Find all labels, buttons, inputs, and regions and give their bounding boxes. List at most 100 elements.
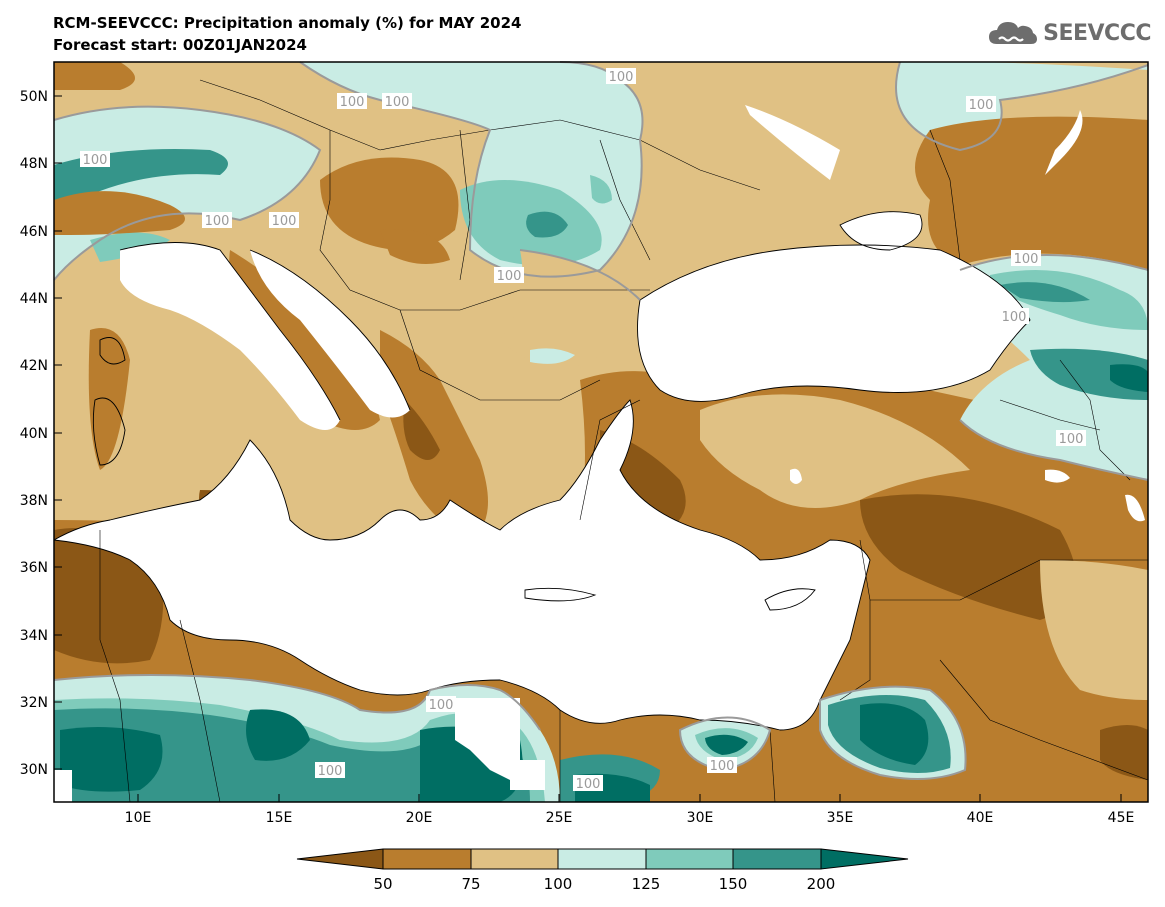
lon-tick: 20E bbox=[406, 794, 433, 826]
svg-text:34N: 34N bbox=[20, 628, 48, 644]
contour-label: 100 bbox=[1011, 250, 1041, 267]
svg-text:100: 100 bbox=[969, 98, 994, 113]
colorbar-label: 200 bbox=[807, 875, 836, 893]
svg-text:100: 100 bbox=[1002, 310, 1027, 325]
svg-text:42N: 42N bbox=[20, 358, 48, 374]
colorbar-segment-75-100 bbox=[470, 848, 559, 870]
lon-tick: 45E bbox=[1108, 794, 1135, 826]
field-50-75 bbox=[380, 330, 488, 540]
lon-tick: 40E bbox=[967, 794, 993, 826]
svg-text:20E: 20E bbox=[406, 810, 433, 826]
svg-text:35E: 35E bbox=[827, 810, 854, 826]
field-above-200 bbox=[705, 734, 748, 755]
field-50-75 bbox=[320, 157, 459, 250]
svg-text:100: 100 bbox=[318, 764, 343, 779]
lat-tick: 42N bbox=[20, 358, 62, 374]
svg-text:100: 100 bbox=[1014, 252, 1039, 267]
seevccc-logo: SEEVCCC bbox=[987, 18, 1151, 48]
field-50-75 bbox=[229, 250, 380, 430]
contour-labels: 100 100 100 100 100 100 100 100 100 100 … bbox=[80, 68, 1086, 792]
colorbar-label: 125 bbox=[632, 875, 661, 893]
contour-label: 100 bbox=[573, 775, 603, 792]
field-75-100 bbox=[1040, 560, 1148, 700]
contour-label: 100 bbox=[337, 93, 367, 110]
field-above-200 bbox=[1110, 364, 1148, 392]
svg-text:100: 100 bbox=[497, 269, 522, 284]
contour-label: 100 bbox=[315, 762, 345, 779]
colorbar-label: 100 bbox=[544, 875, 573, 893]
logo-text: SEEVCCC bbox=[1043, 20, 1151, 46]
svg-text:38N: 38N bbox=[20, 493, 48, 509]
lat-tick: 30N bbox=[20, 762, 62, 778]
field-100-125 bbox=[54, 106, 320, 281]
svg-text:100: 100 bbox=[83, 153, 108, 168]
contour-label: 100 bbox=[966, 96, 996, 113]
country-borders bbox=[99, 79, 1149, 803]
svg-text:15E: 15E bbox=[266, 810, 293, 826]
svg-text:100: 100 bbox=[429, 698, 454, 713]
svg-text:46N: 46N bbox=[20, 224, 48, 240]
colorbar-segment-above-200 bbox=[820, 848, 909, 870]
lon-tick: 25E bbox=[546, 794, 573, 826]
field-50-75 bbox=[54, 62, 135, 90]
sea-mask bbox=[54, 105, 1145, 802]
svg-text:25E: 25E bbox=[546, 810, 573, 826]
field-below-50 bbox=[403, 400, 440, 460]
field-150-200 bbox=[526, 211, 568, 238]
svg-text:48N: 48N bbox=[20, 156, 48, 172]
lon-tick: 35E bbox=[827, 794, 854, 826]
field-above-200 bbox=[60, 726, 163, 792]
lat-tick: 38N bbox=[20, 493, 62, 509]
svg-text:100: 100 bbox=[1059, 432, 1084, 447]
contour-label: 100 bbox=[999, 308, 1029, 325]
cloud-icon bbox=[989, 22, 1038, 44]
chart-title: RCM-SEEVCCC: Precipitation anomaly (%) f… bbox=[53, 14, 522, 32]
lon-axis: 10E 15E 20E 25E 30E 35E 40E 45E bbox=[125, 794, 1135, 826]
contour-label: 100 bbox=[606, 68, 636, 85]
svg-text:100: 100 bbox=[385, 95, 410, 110]
lat-tick: 48N bbox=[20, 156, 62, 172]
contour-label: 100 bbox=[382, 93, 412, 110]
colorbar-segment-100-125 bbox=[557, 848, 647, 870]
lon-tick: 10E bbox=[125, 794, 152, 826]
field-below-50 bbox=[860, 494, 1076, 620]
contour-label: 100 bbox=[80, 151, 110, 168]
svg-text:100: 100 bbox=[340, 95, 365, 110]
lat-tick: 36N bbox=[20, 560, 62, 576]
field-150-200 bbox=[1030, 348, 1148, 400]
forecast-start: Forecast start: 00Z01JAN2024 bbox=[53, 36, 307, 54]
colorbar-segment-below-50 bbox=[296, 848, 384, 870]
contour-label: 100 bbox=[202, 212, 232, 229]
coastlines bbox=[53, 211, 1031, 731]
contour-label: 100 bbox=[1056, 430, 1086, 447]
colorbar-segment-150-200 bbox=[732, 848, 822, 870]
lat-tick: 50N bbox=[20, 89, 62, 105]
lon-tick: 15E bbox=[266, 794, 293, 826]
lat-tick: 34N bbox=[20, 628, 62, 644]
lon-tick: 30E bbox=[687, 794, 713, 826]
field-100-125 bbox=[54, 62, 1148, 150]
colorbar-label: 150 bbox=[719, 875, 748, 893]
lat-tick: 40N bbox=[20, 426, 62, 442]
colorbar-label: 50 bbox=[373, 875, 392, 893]
contour-label: 100 bbox=[426, 696, 456, 713]
field-above-200 bbox=[246, 709, 310, 761]
svg-text:45E: 45E bbox=[1108, 810, 1135, 826]
svg-text:50N: 50N bbox=[20, 89, 48, 105]
field-50-75 bbox=[915, 116, 1148, 271]
field-50-75 bbox=[54, 191, 185, 235]
colorbar-segment-125-150 bbox=[645, 848, 734, 870]
field-50-75 bbox=[88, 328, 130, 470]
lat-tick: 46N bbox=[20, 224, 62, 240]
svg-text:10E: 10E bbox=[125, 810, 152, 826]
svg-text:100: 100 bbox=[205, 214, 230, 229]
lat-axis: 50N 48N 46N 44N 42N 40N 38N 36N 34N 32N … bbox=[20, 89, 62, 778]
lat-tick: 32N bbox=[20, 695, 62, 711]
colorbar: 50 75 100 125 150 200 bbox=[296, 848, 909, 893]
field-75-100 bbox=[700, 394, 970, 508]
contour-label: 100 bbox=[494, 267, 524, 284]
plot-frame bbox=[53, 61, 1149, 803]
svg-text:44N: 44N bbox=[20, 291, 48, 307]
svg-text:100: 100 bbox=[576, 777, 601, 792]
